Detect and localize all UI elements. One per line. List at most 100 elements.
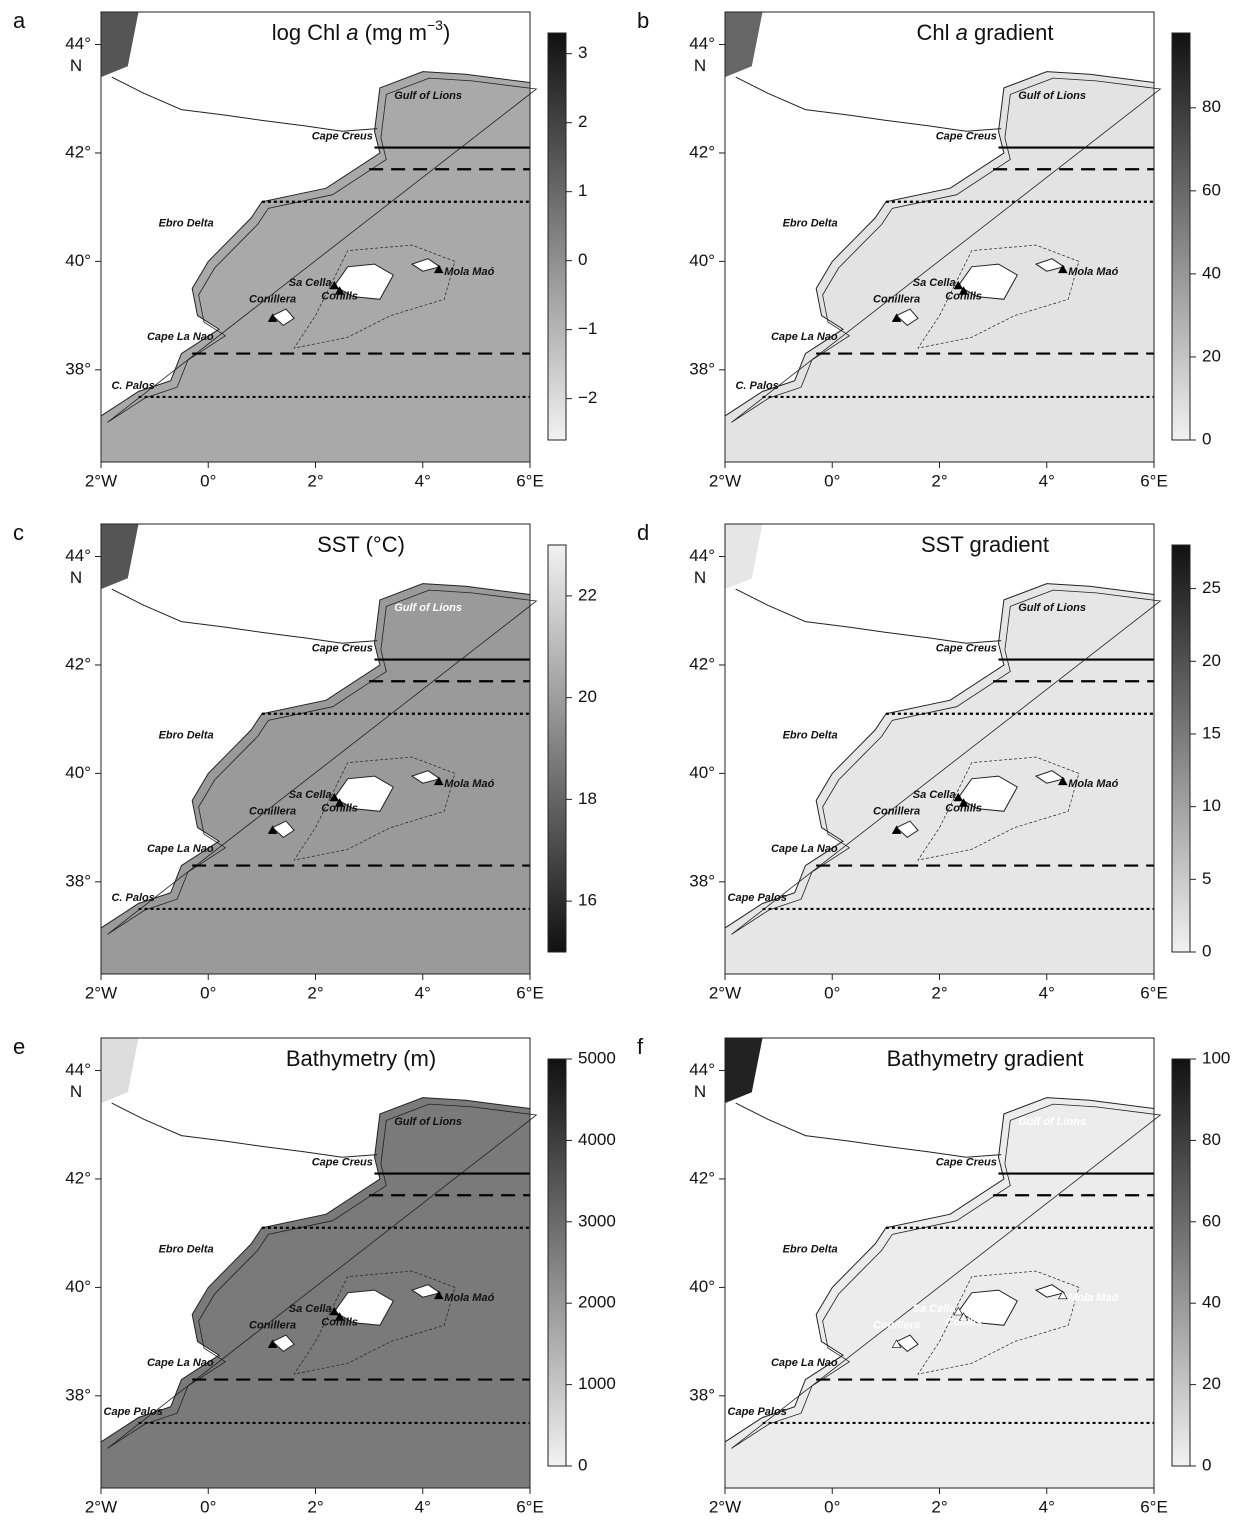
colorbar-tick-label: 3000	[578, 1211, 616, 1230]
site-marker	[433, 264, 444, 274]
atlantic	[101, 524, 139, 590]
site-marker	[329, 792, 340, 802]
place-label: Sa Cella	[913, 1303, 956, 1315]
x-tick-label: 0°	[824, 471, 840, 490]
y-tick-label: 42°	[65, 142, 91, 161]
site-marker	[953, 792, 964, 802]
place-label: Conills	[945, 1317, 982, 1329]
island	[271, 1334, 295, 1353]
place-label: Conills	[945, 803, 982, 815]
site-marker	[334, 1312, 345, 1321]
map-panel: Gulf of Lions Cape Creus Ebro Delta Mola Ma…	[637, 8, 1221, 491]
y-tick-label: 40°	[689, 1277, 715, 1296]
place-label: Gulf of Lions	[394, 602, 462, 614]
place-label: Cape Creus	[936, 131, 997, 143]
colorbar-tick-label: 2000	[578, 1293, 616, 1312]
y-unit: N	[70, 568, 82, 587]
island	[333, 263, 394, 300]
shelf-contour	[731, 1103, 1162, 1449]
site-marker	[958, 286, 969, 295]
slope-contour	[917, 1270, 1080, 1375]
x-tick-label: 2°W	[85, 983, 117, 1002]
place-label: Conillera	[249, 293, 296, 305]
colorbar-tick-label: 1000	[578, 1374, 616, 1393]
place-label: Cape La Nao	[771, 1357, 838, 1369]
place-label: Ebro Delta	[783, 1243, 838, 1255]
x-tick-label: 2°	[307, 983, 323, 1002]
colorbar-tick-label: 60	[1202, 1211, 1221, 1230]
site-marker	[334, 798, 345, 807]
place-label: Gulf of Lions	[1018, 1116, 1086, 1128]
map-panel: Gulf of Lions Cape Creus Ebro Delta Mola Ma…	[13, 1034, 616, 1517]
place-label: Mola Maó	[1068, 266, 1118, 278]
place-label: Cape La Nao	[771, 331, 838, 343]
place-label: Cape Creus	[936, 1157, 997, 1169]
y-tick-label: 44°	[689, 1060, 715, 1079]
map-panel: Gulf of Lions Cape Creus Ebro Delta Mola Ma…	[637, 520, 1221, 1003]
site-marker	[267, 825, 278, 834]
y-tick-label: 44°	[65, 34, 91, 53]
border	[111, 1102, 378, 1158]
atlantic	[101, 1038, 139, 1104]
island	[333, 775, 394, 812]
colorbar-tick-label: 80	[1202, 97, 1221, 116]
map-panel: Gulf of Lions Cape Creus Ebro Delta Mola Ma…	[13, 520, 597, 1003]
island	[333, 1289, 394, 1326]
colorbar-tick-label: 0	[1202, 429, 1211, 448]
island	[895, 1334, 919, 1353]
y-tick-label: 44°	[689, 546, 715, 565]
atlantic	[725, 1038, 763, 1104]
title-part: Bathymetry gradient	[887, 1046, 1084, 1071]
atlantic	[725, 524, 763, 590]
place-label: Cape Creus	[312, 643, 373, 655]
y-tick-label: 42°	[65, 1168, 91, 1187]
panel-letter: c	[13, 520, 24, 545]
place-label: C. Palos	[111, 380, 154, 392]
slope-contour	[293, 1270, 456, 1375]
x-tick-label: 2°	[931, 1497, 947, 1516]
x-tick-label: 0°	[824, 983, 840, 1002]
y-unit: N	[70, 1082, 82, 1101]
place-label: Mola Maó	[1068, 778, 1118, 790]
island	[895, 820, 919, 839]
site-marker	[891, 825, 902, 834]
place-label: Conillera	[873, 293, 920, 305]
place-label: Conillera	[249, 805, 296, 817]
place-label: Cape La Nao	[147, 331, 214, 343]
y-tick-label: 38°	[689, 871, 715, 890]
place-label: Sa Cella	[913, 277, 956, 289]
panel-title: SST (°C)	[317, 532, 405, 557]
place-label: Ebro Delta	[159, 729, 214, 741]
slope-contour	[293, 756, 456, 861]
site-marker	[891, 1339, 902, 1348]
title-part: Bathymetry (m)	[286, 1046, 436, 1071]
island	[895, 308, 919, 327]
y-tick-label: 44°	[65, 546, 91, 565]
x-tick-label: 6°E	[516, 471, 544, 490]
x-tick-label: 2°W	[709, 471, 741, 490]
y-tick-label: 42°	[689, 1168, 715, 1187]
y-unit: N	[694, 1082, 706, 1101]
site-marker	[329, 280, 340, 290]
place-label: Sa Cella	[289, 1303, 332, 1315]
panel-letter: e	[13, 1034, 25, 1059]
island	[957, 1289, 1018, 1326]
place-label: Ebro Delta	[159, 1243, 214, 1255]
colorbar-tick-label: 40	[1202, 263, 1221, 282]
place-label: Mola Maó	[444, 266, 494, 278]
site-marker	[1057, 776, 1068, 786]
colorbar-tick-label: 20	[1202, 651, 1221, 670]
place-label: Gulf of Lions	[394, 90, 462, 102]
place-label: Gulf of Lions	[1018, 90, 1086, 102]
atlantic	[725, 12, 763, 78]
panel-letter: d	[637, 520, 649, 545]
island	[271, 820, 295, 839]
place-label: Cape Creus	[312, 131, 373, 143]
site-marker	[1057, 264, 1068, 274]
x-tick-label: 0°	[200, 1497, 216, 1516]
colorbar-tick-label: −2	[578, 388, 597, 407]
colorbar	[547, 1058, 567, 1467]
place-label: C. Palos	[111, 892, 154, 904]
colorbar-tick-label: 4000	[578, 1130, 616, 1149]
